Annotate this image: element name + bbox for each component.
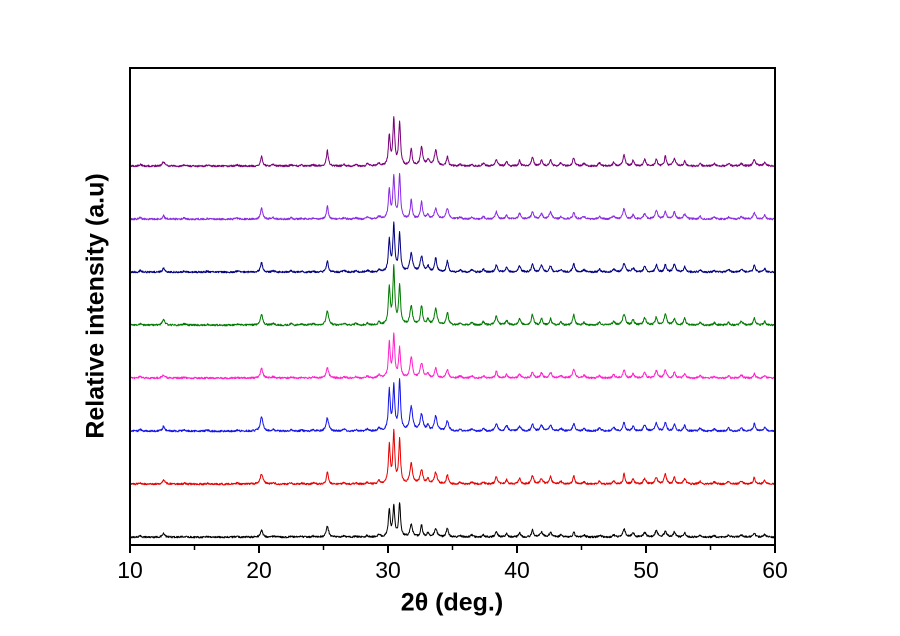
x-tick-label: 30 — [375, 557, 401, 583]
trace-pattern-2-red — [130, 428, 775, 486]
x-axis-label: 2θ (deg.) — [400, 588, 504, 617]
trace-pattern-3-blue — [130, 378, 775, 433]
trace-pattern-5-green — [130, 264, 775, 327]
traces-group — [130, 116, 775, 539]
x-tick-label: 50 — [633, 557, 659, 583]
x-tick-label: 60 — [762, 557, 788, 583]
x-tick-label: 20 — [246, 557, 272, 583]
trace-pattern-4-magenta — [130, 332, 775, 380]
x-tick-label: 10 — [117, 557, 143, 583]
y-axis-label: Relative intensity (a.u) — [81, 173, 110, 439]
x-tick-label: 40 — [504, 557, 530, 583]
axes-frame — [129, 67, 776, 546]
trace-pattern-8-purple — [130, 116, 775, 168]
trace-pattern-6-navy — [130, 221, 775, 274]
trace-pattern-7-violet — [130, 172, 775, 221]
trace-pattern-1-black — [130, 502, 775, 539]
